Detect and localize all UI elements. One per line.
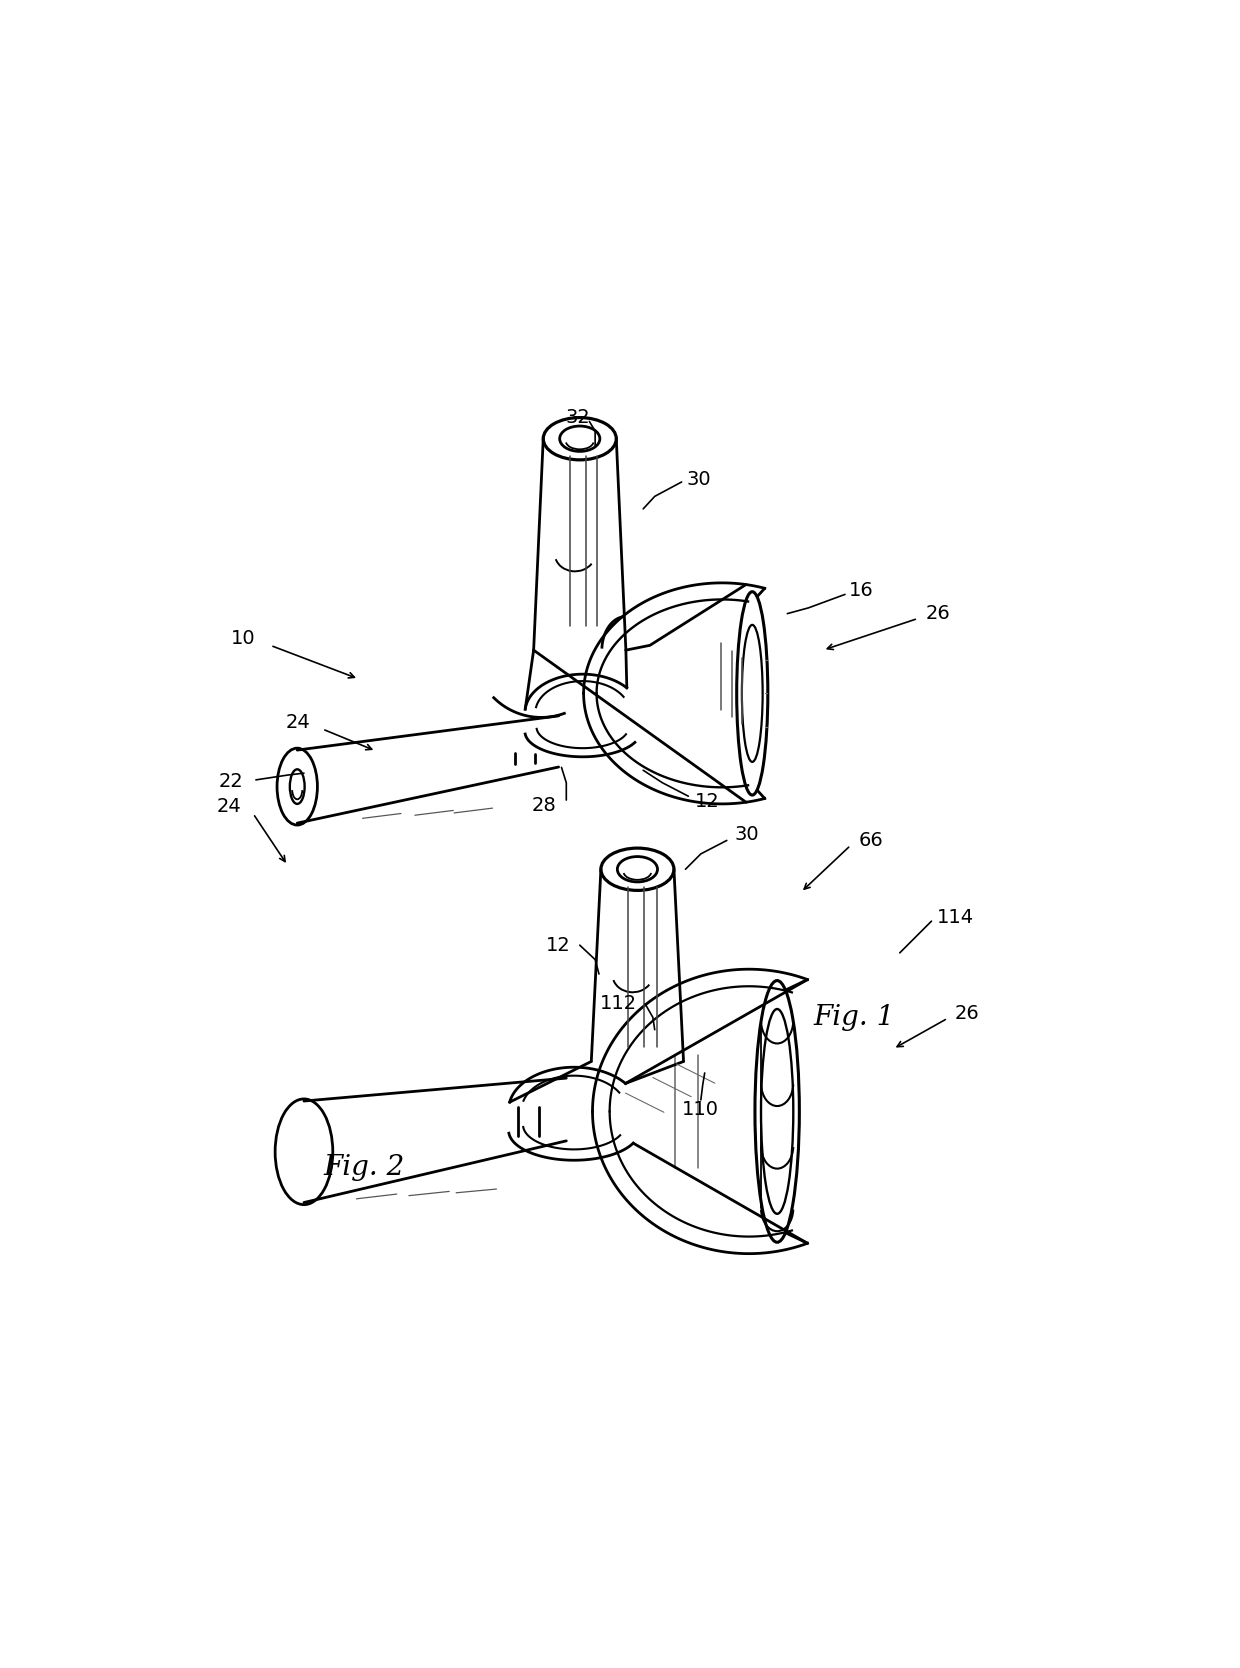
Text: 24: 24	[286, 712, 311, 732]
Text: 26: 26	[955, 1004, 980, 1022]
Text: 22: 22	[218, 772, 243, 791]
Text: 66: 66	[858, 831, 883, 851]
Text: 114: 114	[937, 907, 975, 927]
Text: Fig. 1: Fig. 1	[813, 1004, 894, 1031]
Text: 112: 112	[600, 994, 637, 1012]
Text: 10: 10	[231, 629, 255, 649]
Text: 32: 32	[565, 409, 590, 427]
Text: 16: 16	[849, 580, 874, 600]
Text: 28: 28	[532, 796, 557, 816]
Text: 12: 12	[696, 792, 720, 811]
Text: 12: 12	[546, 936, 570, 954]
Text: Fig. 2: Fig. 2	[324, 1154, 404, 1181]
Text: 110: 110	[682, 1099, 719, 1119]
Text: 26: 26	[926, 604, 951, 624]
Text: 24: 24	[217, 797, 242, 816]
Text: 30: 30	[687, 470, 711, 489]
Text: 30: 30	[734, 826, 759, 844]
